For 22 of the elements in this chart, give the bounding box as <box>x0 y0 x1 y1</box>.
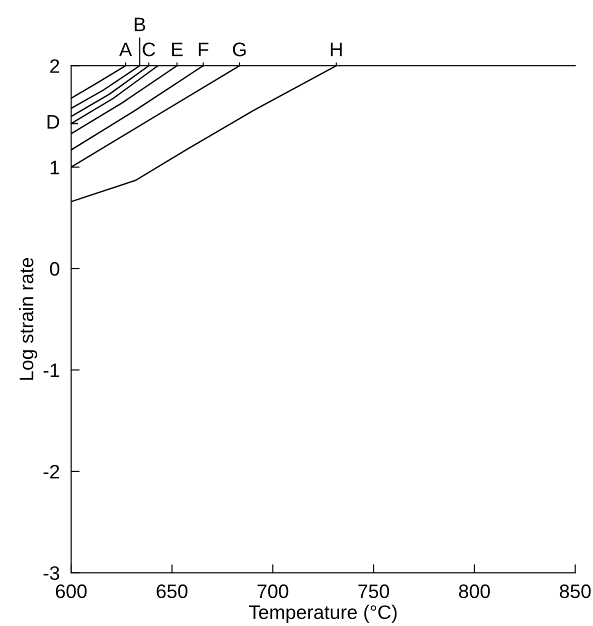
annotation: E <box>172 42 183 56</box>
x-tick-label: 650 <box>156 584 188 598</box>
y-tick-label: -3 <box>44 566 60 580</box>
annotation: F <box>198 42 208 56</box>
annotation: A <box>119 42 132 56</box>
x-axis-title: Temperature (°C) <box>248 604 397 623</box>
y-tick-label: -2 <box>44 464 60 478</box>
x-tick-label: 700 <box>258 584 288 598</box>
y-tick-label: 0 <box>50 262 60 276</box>
x-tick-label: 750 <box>358 584 390 598</box>
annotation: D <box>48 115 60 129</box>
annotation: B <box>134 18 146 32</box>
y-axis-title: Log strain rate <box>19 258 38 380</box>
x-tick-label: 850 <box>560 584 591 598</box>
annotation: C <box>142 42 156 56</box>
x-tick-label: 600 <box>56 584 87 598</box>
x-tick-label: 800 <box>459 584 490 598</box>
annotation: H <box>330 42 342 56</box>
y-tick-label: -1 <box>44 364 60 378</box>
y-tick-label: 1 <box>50 160 60 174</box>
y-tick-label: 2 <box>50 59 60 73</box>
annotation: G <box>232 42 246 56</box>
